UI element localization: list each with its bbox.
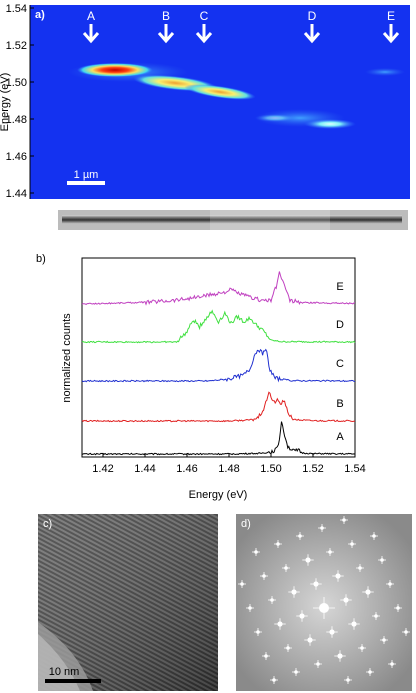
marker-label-a: A xyxy=(87,9,95,23)
x-tick-label: 1.42 xyxy=(92,463,113,475)
marker-label-e: E xyxy=(387,9,395,23)
arrow-down-icon xyxy=(82,32,100,44)
x-axis-label: Energy (eV) xyxy=(189,489,248,501)
ytick-label: 1.54 xyxy=(6,3,27,15)
ytick-label: 1.44 xyxy=(6,188,27,200)
y-ticks xyxy=(30,7,34,194)
spectrum-line-c xyxy=(81,348,356,383)
series-labels: A B C D E xyxy=(336,281,344,443)
ytick-label: 1.48 xyxy=(6,114,27,126)
series-lines xyxy=(81,271,356,456)
x-ticks: 1.42 1.44 1.46 1.48 1.50 1.52 1.54 xyxy=(92,453,366,475)
series-label-c: C xyxy=(336,358,344,370)
position-markers: A B C D E xyxy=(82,9,400,44)
nanowire-image xyxy=(62,215,402,224)
arrow-down-icon xyxy=(195,32,213,44)
arrow-down-icon xyxy=(157,32,175,44)
series-label-a: A xyxy=(336,431,344,443)
ytick-label: 1.52 xyxy=(6,40,27,52)
x-tick-label: 1.52 xyxy=(302,463,323,475)
emission-spot-e xyxy=(365,68,405,76)
arrow-down-icon xyxy=(382,32,400,44)
panel-b-label: b) xyxy=(36,253,46,265)
x-tick-label: 1.50 xyxy=(260,463,281,475)
scalebar-label: 10 nm xyxy=(49,666,80,678)
y-axis-label: normalized counts xyxy=(61,313,73,403)
spectrum-line-e xyxy=(81,271,356,306)
x-tick-label: 1.44 xyxy=(134,463,155,475)
emission-spot-a xyxy=(77,63,153,77)
scalebar xyxy=(45,679,101,683)
series-label-b: B xyxy=(336,398,343,410)
ytick-label: 1.46 xyxy=(6,151,27,163)
panel-a-label: a) xyxy=(35,9,45,21)
tem-image: c) 10 nm xyxy=(38,514,218,691)
spectrum-line-d xyxy=(81,309,356,344)
marker-label-b: B xyxy=(162,9,170,23)
scalebar xyxy=(67,181,105,185)
emission-spot-d xyxy=(304,119,356,129)
marker-label-c: C xyxy=(200,9,209,23)
scalebar-label: 1 µm xyxy=(74,169,99,181)
panel-d-label: d) xyxy=(241,518,251,530)
panel-a-svg: 1.54 1.52 1.50 1.48 1.46 1.44 Energy (eV… xyxy=(0,3,410,230)
panel-c-label: c) xyxy=(43,518,52,530)
diffraction-spots xyxy=(238,516,410,684)
x-tick-label: 1.46 xyxy=(176,463,197,475)
plot-frame xyxy=(81,257,356,458)
marker-label-d: D xyxy=(308,9,317,23)
spectrum-line-a xyxy=(81,421,356,456)
emission-spot-d2 xyxy=(255,114,295,122)
x-tick-label: 1.48 xyxy=(218,463,239,475)
spectra-chart: b) normalized counts Energy (eV) 1.42 1.4… xyxy=(36,253,366,501)
series-label-d: D xyxy=(336,319,344,331)
series-label-e: E xyxy=(336,281,343,293)
emission-spot-c xyxy=(184,84,256,100)
y-axis-label: Energy (eV) xyxy=(0,73,11,132)
x-tick-label: 1.54 xyxy=(344,463,365,475)
spectrum-line-b xyxy=(81,391,356,423)
fft-image: d) xyxy=(236,514,412,691)
arrow-down-icon xyxy=(303,32,321,44)
ytick-label: 1.50 xyxy=(6,77,27,89)
